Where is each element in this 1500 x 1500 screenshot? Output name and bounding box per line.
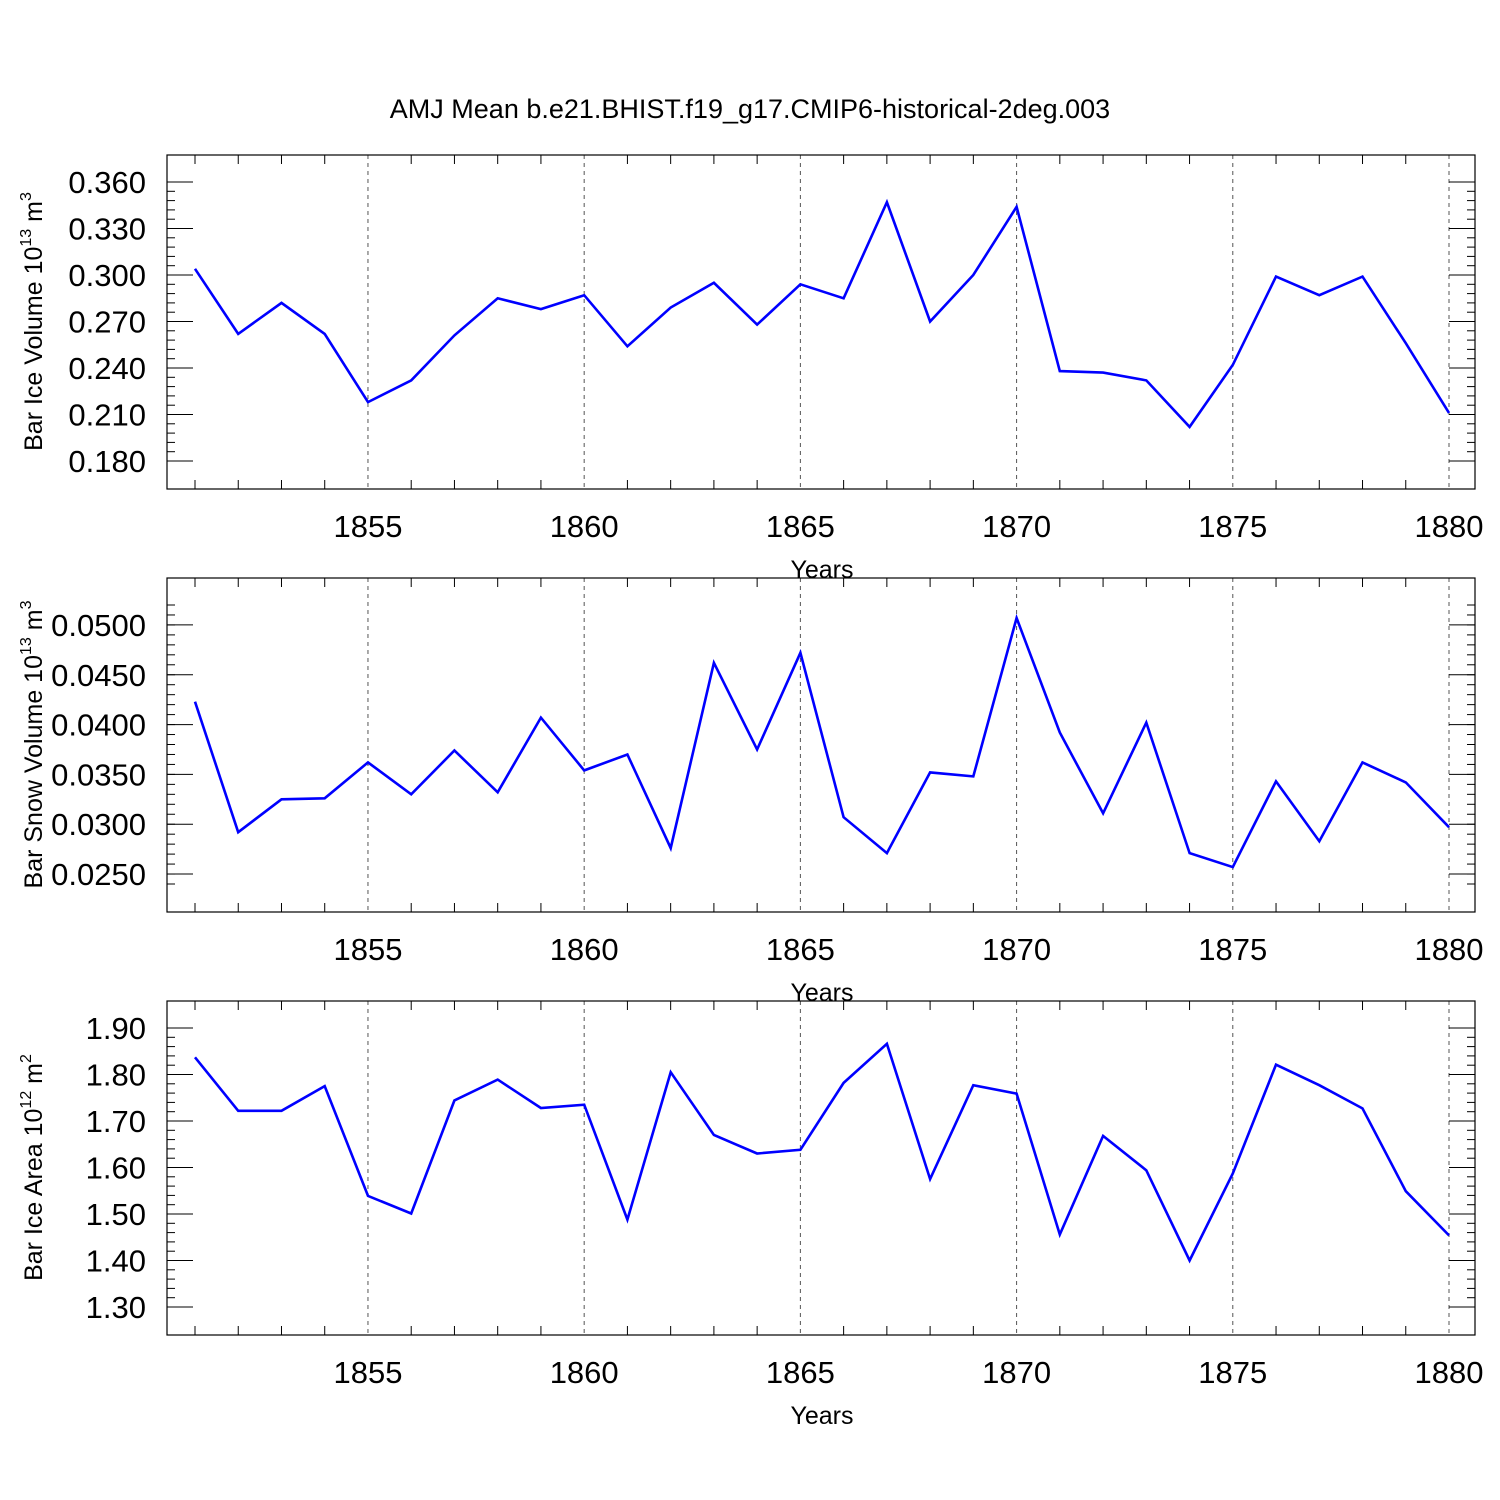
x-tick-label: 1870 [982, 1355, 1051, 1390]
y-axis-label: Bar Ice Volume 1013 m3 [18, 192, 48, 451]
series-line-bar-ice-area [193, 1041, 1450, 1264]
y-tick-label: 1.40 [86, 1244, 146, 1279]
y-tick-label: 0.0400 [51, 708, 146, 743]
x-tick-label: 1870 [982, 932, 1051, 967]
y-tick-label: 1.90 [86, 1011, 146, 1046]
panel-3: 1.30 1.40 1.50 1.60 1.70 1.80 1.90 1855 1860 1865… [18, 1000, 1484, 1430]
y-tick-label: 0.240 [68, 351, 146, 386]
x-tick-label: 1880 [1415, 509, 1484, 544]
y-tick-label: 0.360 [68, 165, 146, 200]
plot-frame [166, 1000, 1476, 1336]
plot-frame [166, 577, 1476, 913]
y-tick-label: 0.330 [68, 212, 146, 247]
x-tick-label: 1860 [550, 509, 619, 544]
y-tick-label: 1.60 [86, 1151, 146, 1186]
x-axis-label: Years [790, 979, 853, 1007]
x-tick-label: 1860 [550, 1355, 619, 1390]
x-tick-label: 1870 [982, 509, 1051, 544]
x-tick-label: 1865 [766, 509, 835, 544]
y-tick-label: 0.270 [68, 305, 146, 340]
x-axis-label: Years [790, 1402, 853, 1430]
x-tick-label: 1865 [766, 932, 835, 967]
series-line-bar-ice-volume [193, 198, 1451, 429]
y-tick-label: 0.0250 [51, 857, 146, 892]
x-axis-label: Years [790, 556, 853, 584]
series-line-bar-snow-volume [193, 613, 1450, 869]
y-tick-label: 1.70 [86, 1104, 146, 1139]
y-axis-label: Bar Ice Area 1012 m2 [18, 1054, 48, 1281]
y-tick-label: 1.50 [86, 1197, 146, 1232]
plot-frame [166, 154, 1476, 490]
panel-1: 0.180 0.210 0.240 0.270 0.300 0.330 0.360 1855 1… [18, 154, 1484, 584]
x-tick-label: 1855 [333, 509, 402, 544]
x-tick-label: 1860 [550, 932, 619, 967]
y-tick-label: 0.0500 [51, 608, 146, 643]
x-tick-label: 1880 [1415, 932, 1484, 967]
y-tick-label: 0.0450 [51, 658, 146, 693]
y-tick-label: 0.210 [68, 398, 146, 433]
x-tick-label: 1865 [766, 1355, 835, 1390]
y-axis-label: Bar Snow Volume 1013 m3 [18, 600, 48, 888]
y-tick-label: 0.300 [68, 258, 146, 293]
panel-2: 0.0250 0.0300 0.0350 0.0400 0.0450 0.0500 1855… [18, 577, 1484, 1007]
x-tick-label: 1855 [333, 1355, 402, 1390]
y-tick-label: 0.0350 [51, 757, 146, 792]
x-tick-label: 1855 [333, 932, 402, 967]
x-tick-label: 1880 [1415, 1355, 1484, 1390]
y-tick-label: 0.180 [68, 444, 146, 479]
y-tick-label: 1.30 [86, 1290, 146, 1325]
y-tick-label: 1.80 [86, 1058, 146, 1093]
x-tick-label: 1875 [1198, 1355, 1267, 1390]
x-tick-label: 1875 [1198, 932, 1267, 967]
figure-title: AMJ Mean b.e21.BHIST.f19_g17.CMIP6-histo… [390, 94, 1110, 124]
y-tick-label: 0.0300 [51, 807, 146, 842]
x-tick-label: 1875 [1198, 509, 1267, 544]
